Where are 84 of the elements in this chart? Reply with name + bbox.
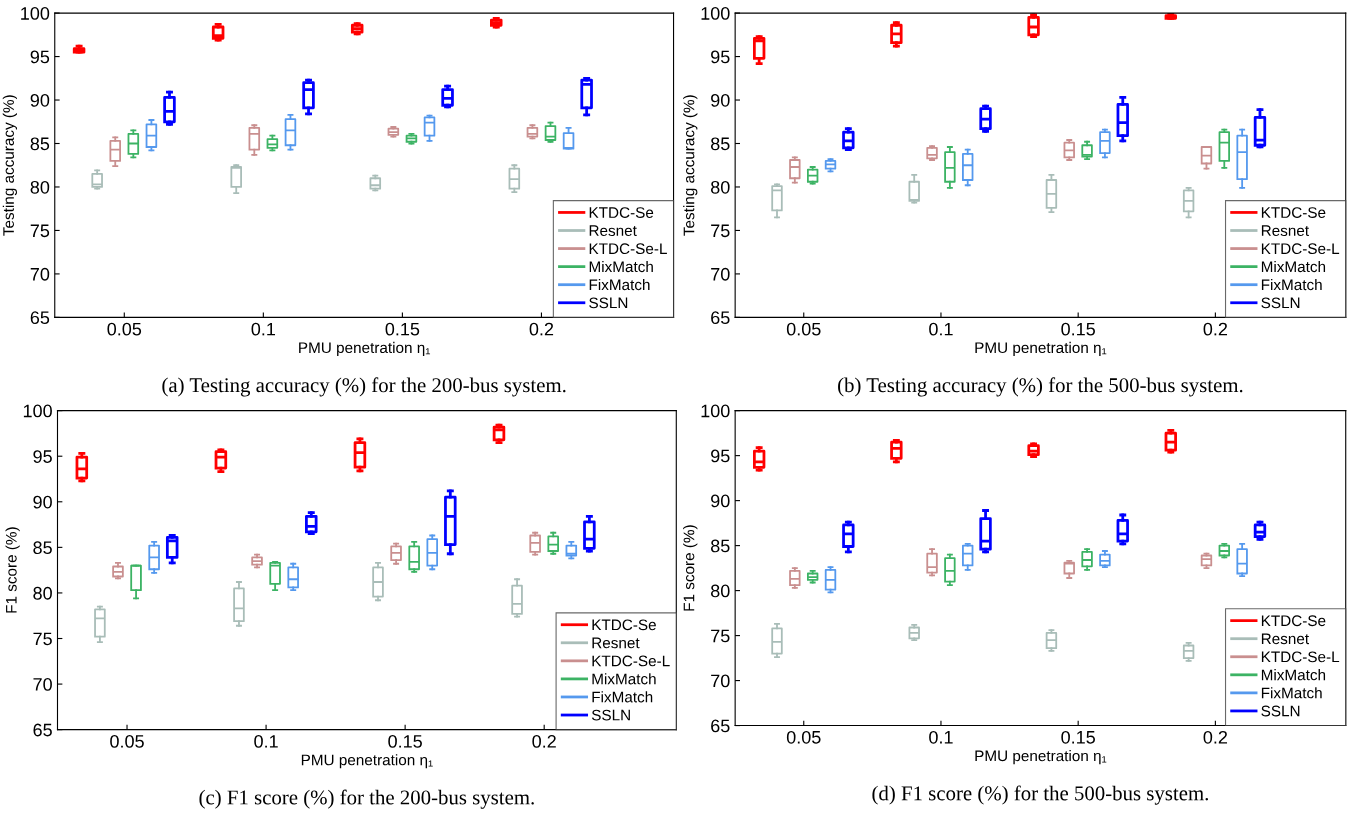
y-axis-title: Testing accuracy (%) xyxy=(2,95,17,236)
y-tick-label: 100 xyxy=(701,404,730,418)
legend-label: FixMatch xyxy=(1261,687,1322,699)
legend-label: KTDC-Se xyxy=(589,207,654,218)
x-axis-title: PMU penetration η₁ xyxy=(299,341,431,357)
x-tick-label: 0.2 xyxy=(1203,322,1228,336)
y-tick-label: 75 xyxy=(33,632,52,646)
x-tick-label: 0.05 xyxy=(107,322,142,336)
y-tick-label: 80 xyxy=(710,584,730,598)
y-tick-label: 70 xyxy=(711,674,730,688)
x-tick-label: 0.1 xyxy=(251,322,276,336)
legend-label: MixMatch xyxy=(592,673,656,685)
y-axis-title: Testing accuracy (%) xyxy=(683,95,698,236)
legend-label: Resnet xyxy=(589,225,637,237)
legend-label: FixMatch xyxy=(589,278,650,291)
y-tick-label: 80 xyxy=(33,586,52,600)
legend-label: Resnet xyxy=(1261,633,1309,645)
legend-label: FixMatch xyxy=(1261,278,1322,291)
y-tick-label: 85 xyxy=(710,539,730,553)
x-axis-title: PMU penetration η₁ xyxy=(301,754,433,769)
text: (a) Testing accuracy (%) for the 200-bus system. xyxy=(162,377,566,397)
y-tick-label: 90 xyxy=(33,495,52,509)
legend-label: FixMatch xyxy=(592,691,653,703)
text: (b) Testing accuracy (%) for the 500-bus system. xyxy=(838,377,1243,397)
y-tick-label: 80 xyxy=(30,180,50,194)
y-tick-label: 95 xyxy=(33,450,52,463)
legend-label: Resnet xyxy=(1261,225,1309,237)
legend-label: Resnet xyxy=(592,637,640,649)
legend-label: SSLN xyxy=(1261,297,1300,309)
x-axis-title: PMU penetration η₁ xyxy=(975,341,1107,357)
y-axis-title: F1 score (%) xyxy=(5,527,20,613)
legend-label: KTDC-Se-L xyxy=(592,655,670,667)
legend-label: KTDC-Se xyxy=(1261,615,1326,627)
legend-label: KTDC-Se-L xyxy=(589,243,667,255)
legend-label: SSLN xyxy=(589,297,628,309)
y-tick-label: 85 xyxy=(33,541,52,555)
y-tick-label: 85 xyxy=(30,137,50,151)
y-tick-label: 100 xyxy=(701,7,730,20)
y-tick-label: 70 xyxy=(711,267,730,281)
y-tick-label: 75 xyxy=(711,224,730,238)
x-tick-label: 0.05 xyxy=(110,734,144,748)
legend-label: KTDC-Se xyxy=(1261,207,1326,218)
text: (d) F1 score (%) for the 500-bus system. xyxy=(872,785,1209,805)
legend-label: SSLN xyxy=(1261,705,1300,717)
x-tick-label: 0.15 xyxy=(1061,730,1095,744)
y-tick-label: 100 xyxy=(21,7,50,20)
y-tick-label: 70 xyxy=(30,267,50,281)
x-tick-label: 0.2 xyxy=(532,734,556,748)
legend-label: SSLN xyxy=(591,709,630,721)
y-tick-label: 65 xyxy=(33,723,52,737)
x-tick-label: 0.2 xyxy=(1203,730,1228,744)
x-tick-label: 0.1 xyxy=(254,734,278,748)
x-tick-label: 0.1 xyxy=(929,730,953,744)
y-tick-label: 90 xyxy=(711,494,730,508)
y-tick-label: 90 xyxy=(711,93,730,107)
x-tick-label: 0.15 xyxy=(388,734,422,748)
legend-label: MixMatch xyxy=(1261,260,1326,273)
legend-label: KTDC-Se-L xyxy=(1261,243,1340,255)
y-tick-label: 70 xyxy=(33,678,52,691)
text: (c) F1 score (%) for the 200-bus system. xyxy=(199,789,534,809)
y-tick-label: 95 xyxy=(30,50,50,64)
x-tick-label: 0.15 xyxy=(1061,322,1095,336)
x-tick-label: 0.05 xyxy=(786,322,821,336)
y-tick-label: 80 xyxy=(710,180,730,194)
x-tick-label: 0.15 xyxy=(385,322,420,336)
y-tick-label: 65 xyxy=(711,311,730,325)
y-tick-label: 65 xyxy=(711,719,730,733)
y-tick-label: 75 xyxy=(30,224,50,238)
legend-label: KTDC-Se-L xyxy=(1261,651,1340,663)
y-tick-label: 75 xyxy=(711,629,730,643)
legend-label: MixMatch xyxy=(1261,669,1326,681)
y-tick-label: 85 xyxy=(710,137,730,151)
legend-label: MixMatch xyxy=(589,260,653,273)
legend-label: KTDC-Se xyxy=(592,619,656,631)
x-axis-title: PMU penetration η₁ xyxy=(975,750,1107,765)
x-tick-label: 0.1 xyxy=(929,322,953,336)
x-tick-label: 0.2 xyxy=(529,322,554,336)
y-tick-label: 100 xyxy=(23,404,52,418)
y-tick-label: 95 xyxy=(711,449,730,463)
y-tick-label: 95 xyxy=(711,50,730,64)
y-tick-label: 90 xyxy=(30,93,50,107)
y-tick-label: 65 xyxy=(30,311,50,325)
y-axis-title: F1 score (%) xyxy=(683,525,698,611)
x-tick-label: 0.05 xyxy=(786,730,821,744)
